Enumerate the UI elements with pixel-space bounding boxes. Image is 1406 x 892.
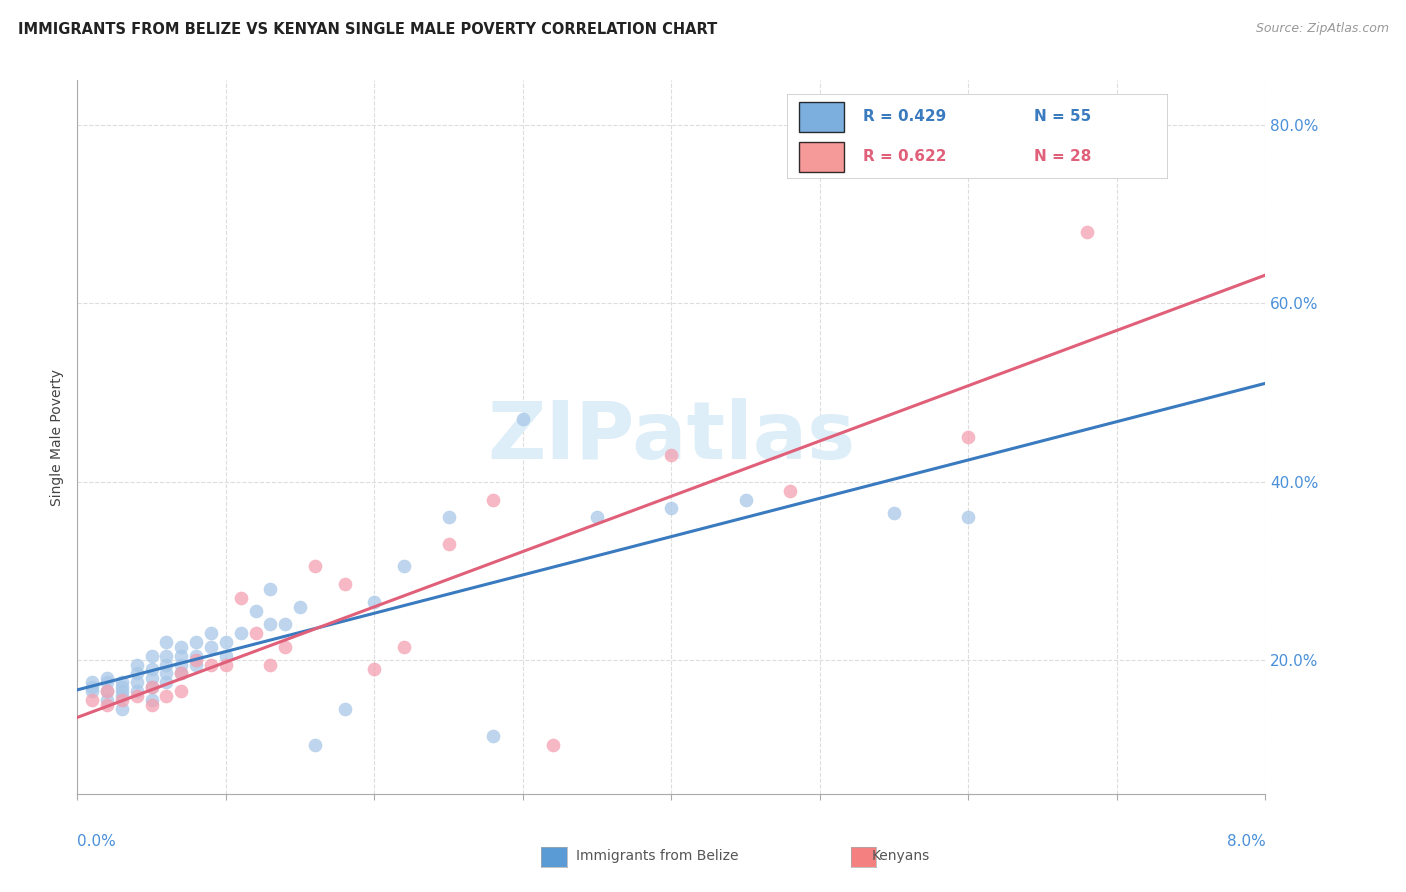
Point <box>96 684 118 698</box>
Text: 0.0%: 0.0% <box>77 834 117 849</box>
Point <box>186 653 208 667</box>
Point <box>541 738 564 752</box>
Point <box>96 671 118 685</box>
Point <box>111 689 134 703</box>
Point <box>304 559 326 574</box>
Point <box>141 680 163 694</box>
Point <box>170 666 193 681</box>
Point <box>170 666 193 681</box>
Point <box>96 684 118 698</box>
Point <box>259 582 281 596</box>
Point <box>111 684 134 698</box>
Point <box>274 640 297 654</box>
Point <box>141 698 163 712</box>
Point <box>883 506 905 520</box>
Y-axis label: Single Male Poverty: Single Male Poverty <box>51 368 65 506</box>
Point <box>779 483 801 498</box>
Point <box>734 492 756 507</box>
Point <box>363 662 385 676</box>
Point <box>288 599 311 614</box>
Point <box>482 492 505 507</box>
Point <box>170 657 193 672</box>
Point <box>661 448 683 462</box>
Point <box>333 577 356 591</box>
Text: R = 0.429: R = 0.429 <box>863 110 946 125</box>
Point <box>229 626 252 640</box>
Point <box>155 635 177 649</box>
Point <box>661 501 683 516</box>
Text: N = 28: N = 28 <box>1035 149 1091 164</box>
Point <box>437 537 460 551</box>
Text: Kenyans: Kenyans <box>872 849 929 863</box>
Text: ZIPatlas: ZIPatlas <box>488 398 855 476</box>
Point <box>125 675 148 690</box>
Point <box>200 626 222 640</box>
Point <box>333 702 356 716</box>
Point <box>957 430 980 444</box>
Point <box>82 680 104 694</box>
Point <box>125 689 148 703</box>
Point <box>155 675 177 690</box>
Point <box>82 675 104 690</box>
Point <box>392 640 415 654</box>
Point <box>186 635 208 649</box>
Point <box>482 729 505 743</box>
Point <box>155 689 177 703</box>
Point <box>96 675 118 690</box>
Point <box>170 648 193 663</box>
Text: IMMIGRANTS FROM BELIZE VS KENYAN SINGLE MALE POVERTY CORRELATION CHART: IMMIGRANTS FROM BELIZE VS KENYAN SINGLE … <box>18 22 717 37</box>
Point <box>957 510 980 524</box>
Point <box>125 684 148 698</box>
Point <box>141 662 163 676</box>
Point <box>200 640 222 654</box>
Point <box>155 657 177 672</box>
Text: N = 55: N = 55 <box>1035 110 1091 125</box>
Point <box>215 635 238 649</box>
Point <box>437 510 460 524</box>
Point <box>200 657 222 672</box>
Point <box>141 671 163 685</box>
Point <box>215 648 238 663</box>
Point <box>215 657 238 672</box>
Point <box>82 693 104 707</box>
Point <box>111 693 134 707</box>
Point <box>141 680 163 694</box>
FancyBboxPatch shape <box>799 142 845 171</box>
Point <box>245 604 267 618</box>
Point <box>304 738 326 752</box>
Point <box>1076 225 1098 239</box>
Text: Source: ZipAtlas.com: Source: ZipAtlas.com <box>1256 22 1389 36</box>
Point <box>229 591 252 605</box>
Text: R = 0.622: R = 0.622 <box>863 149 946 164</box>
Point <box>125 666 148 681</box>
Point <box>245 626 267 640</box>
Point <box>141 693 163 707</box>
Point <box>82 684 104 698</box>
Point <box>512 412 534 426</box>
Point <box>96 693 118 707</box>
Text: 8.0%: 8.0% <box>1226 834 1265 849</box>
Point <box>111 680 134 694</box>
Point <box>155 648 177 663</box>
Point <box>170 640 193 654</box>
Point <box>259 657 281 672</box>
Point <box>363 595 385 609</box>
Point <box>111 702 134 716</box>
Point <box>392 559 415 574</box>
Point <box>96 698 118 712</box>
Point <box>141 648 163 663</box>
Point <box>125 657 148 672</box>
Point <box>274 617 297 632</box>
Point <box>259 617 281 632</box>
Point <box>186 657 208 672</box>
Point <box>186 648 208 663</box>
Point <box>586 510 609 524</box>
Point <box>111 675 134 690</box>
Text: Immigrants from Belize: Immigrants from Belize <box>576 849 740 863</box>
FancyBboxPatch shape <box>799 103 845 132</box>
Point <box>170 684 193 698</box>
Point <box>155 666 177 681</box>
